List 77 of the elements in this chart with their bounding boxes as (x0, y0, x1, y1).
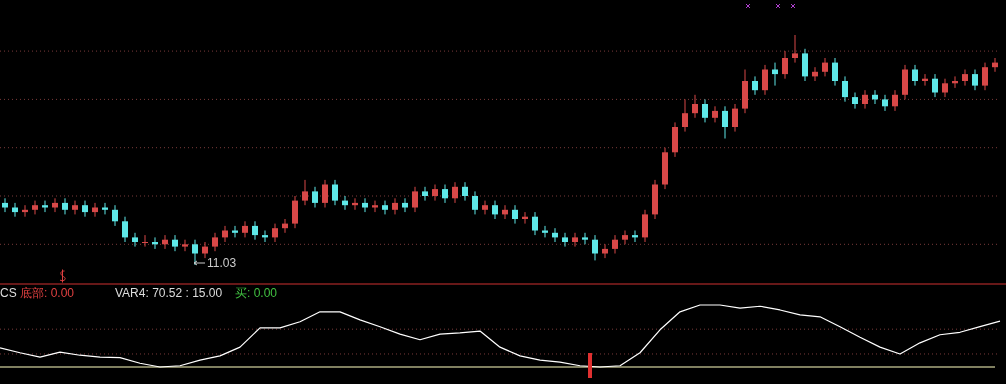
candlestick (422, 186, 428, 202)
candlestick (302, 179, 308, 206)
candlestick (492, 200, 498, 220)
candlestick (172, 234, 178, 252)
candlestick (592, 234, 598, 261)
candlestick (792, 34, 798, 64)
candlestick (312, 186, 318, 208)
candlestick (202, 241, 208, 259)
candlestick (562, 232, 568, 248)
candlestick (462, 181, 468, 202)
candlestick (972, 69, 978, 91)
candlestick (122, 216, 128, 243)
candlestick (752, 75, 758, 96)
candlestick (72, 200, 78, 215)
candlestick (942, 78, 948, 98)
candlestick (852, 92, 858, 110)
annotation: 11.03 (207, 256, 237, 270)
candlestick (132, 232, 138, 248)
candlestick (392, 197, 398, 215)
candlestick (212, 232, 218, 252)
text: 底部: 0.00 (20, 286, 75, 300)
candlestick (882, 94, 888, 112)
candlestick (242, 220, 248, 238)
candlestick (982, 62, 988, 91)
candlestick (642, 209, 648, 243)
candlestick (962, 69, 968, 87)
text: 买: 0.00 (235, 286, 278, 300)
candlestick (52, 197, 58, 213)
candlestick (712, 105, 718, 123)
candlestick (622, 230, 628, 245)
candlestick (732, 103, 738, 133)
candlestick (722, 105, 728, 139)
candlestick (442, 184, 448, 204)
candlestick (932, 73, 938, 98)
candlestick (412, 186, 418, 213)
candlestick (892, 89, 898, 112)
candlestick (802, 48, 808, 82)
candlestick (602, 243, 608, 259)
candlestick (192, 239, 198, 266)
candlestick (682, 98, 688, 133)
candlestick (842, 75, 848, 103)
candlestick (432, 184, 438, 202)
candlestick (362, 197, 368, 213)
candlestick (32, 200, 38, 215)
candlestick (582, 232, 588, 245)
candlestick (322, 179, 328, 208)
candlestick (702, 98, 708, 123)
candlestick (42, 200, 48, 213)
candlestick (142, 234, 148, 248)
text: CS (0, 286, 17, 300)
candlestick (472, 190, 478, 215)
candlestick (382, 200, 388, 215)
candlestick (822, 57, 828, 77)
candlestick (402, 197, 408, 213)
candlestick (862, 89, 868, 110)
candlestick (692, 94, 698, 119)
candlestick (62, 197, 68, 215)
candlestick (762, 64, 768, 96)
candlestick (512, 204, 518, 225)
text: VAR4: 70.52 : 15.00 (115, 286, 223, 300)
candlestick (452, 181, 458, 204)
candlestick (372, 200, 378, 213)
candlestick (252, 220, 258, 241)
candlestick (572, 232, 578, 248)
candlestick (782, 50, 788, 80)
candlestick (612, 234, 618, 254)
candlestick (332, 179, 338, 206)
candlestick (532, 211, 538, 236)
candlestick (182, 239, 188, 252)
candlestick (82, 200, 88, 218)
candlestick (112, 204, 118, 227)
candlestick (912, 64, 918, 87)
candlestick (2, 197, 8, 213)
candlestick (292, 195, 298, 229)
candlestick (272, 223, 278, 243)
candlestick (482, 200, 488, 215)
candlestick (832, 57, 838, 87)
